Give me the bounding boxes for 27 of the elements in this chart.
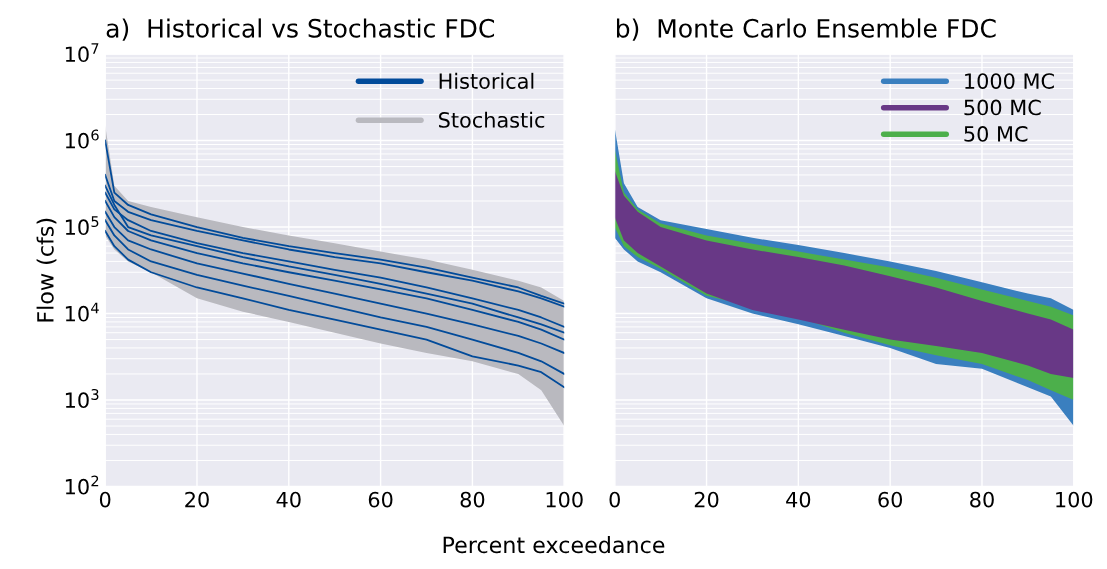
legend-label: Stochastic <box>439 111 545 128</box>
x-tick-label: 60 <box>368 491 393 508</box>
x-tick-label: 60 <box>878 491 903 508</box>
x-tick-label: 80 <box>970 491 994 508</box>
x-tick-label: 0 <box>609 491 620 508</box>
y-tick-label: 10$^{6}$ <box>65 129 99 149</box>
x-tick-label: 100 <box>1056 491 1093 508</box>
legend-label: 500 MC <box>964 99 1041 116</box>
y-tick-label: 10$^{4}$ <box>65 302 99 322</box>
legend-label: Historical <box>439 72 534 89</box>
x-tick-label: 80 <box>460 491 485 508</box>
x-tick-label: 100 <box>546 491 583 508</box>
x-tick-label: 0 <box>99 491 111 508</box>
x-tick-label: 20 <box>694 491 719 508</box>
x-tick-label: 40 <box>786 491 811 508</box>
y-tick-label: 10$^{2}$ <box>65 475 99 495</box>
y-axis-title: Flow (cfs) <box>36 218 57 322</box>
y-tick-label: 10$^{3}$ <box>65 388 99 409</box>
chart-title: a) Historical vs Stochastic FDC <box>106 18 495 41</box>
chart-title: b) Monte Carlo Ensemble FDC <box>617 18 996 41</box>
y-tick-label: 10$^{7}$ <box>65 43 99 63</box>
y-tick-label: 10$^{5}$ <box>65 216 99 236</box>
x-tick-label: 20 <box>185 491 209 508</box>
legend-label: 1000 MC <box>965 73 1054 89</box>
x-tick-label: 40 <box>276 491 301 508</box>
legend-label: 50 MC <box>964 126 1028 142</box>
x-axis-title: Percent exceedance <box>443 536 665 554</box>
